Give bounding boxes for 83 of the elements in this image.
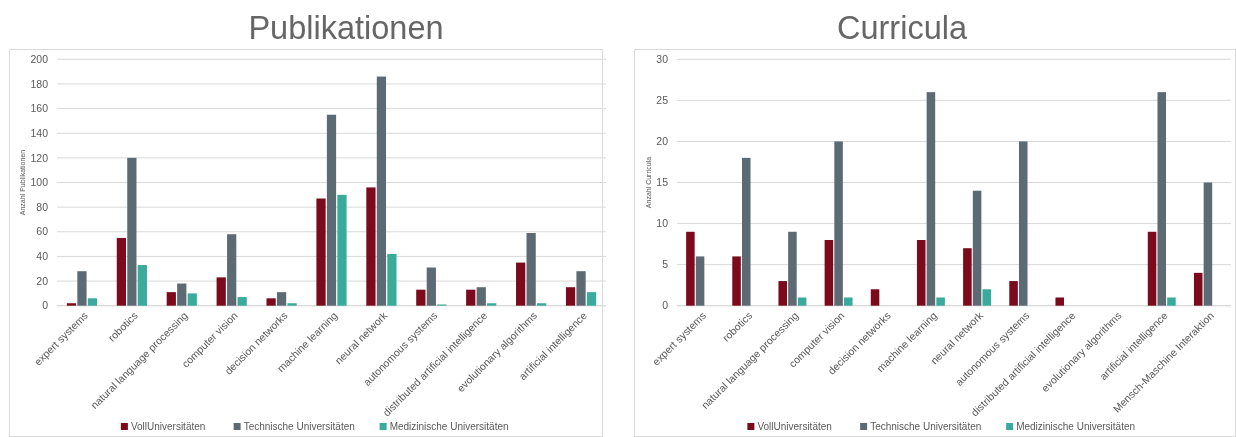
legend-label: Medizinische Universitäten — [1016, 421, 1136, 432]
bar — [576, 271, 586, 306]
bar — [916, 239, 926, 306]
bar — [834, 141, 843, 306]
y-tick-label: 15 — [656, 176, 669, 189]
y-tick-label: 140 — [30, 126, 49, 139]
bar — [266, 298, 276, 306]
bar — [66, 303, 77, 306]
bar — [1018, 141, 1028, 306]
bar — [227, 234, 237, 306]
bar — [526, 233, 536, 306]
bar — [982, 289, 992, 306]
y-tick-label: 20 — [36, 274, 49, 287]
bar — [387, 253, 397, 306]
bar — [963, 248, 972, 306]
y-tick-label: 80 — [36, 200, 49, 213]
bar — [778, 281, 787, 306]
bar — [824, 239, 834, 306]
bar — [237, 297, 247, 306]
bar — [137, 265, 147, 306]
y-tick-label: 10 — [656, 217, 669, 230]
bar — [565, 287, 576, 306]
bar — [487, 303, 497, 306]
bar — [1167, 297, 1176, 306]
legend-label: Technische Universitäten — [870, 421, 982, 432]
legend-label: VollUniversitäten — [757, 421, 832, 432]
bar — [476, 287, 486, 306]
bar — [177, 283, 187, 306]
legend-label: Medizinische Universitäten — [389, 421, 509, 432]
chart-title: Publikationen — [248, 10, 444, 46]
bar — [1193, 272, 1203, 306]
legend-label: VollUniversitäten — [130, 421, 206, 432]
y-tick-label: 200 — [30, 52, 49, 65]
bar — [426, 267, 436, 306]
bar — [127, 157, 137, 306]
bar — [936, 297, 945, 306]
legend-label: Technische Universitäten — [243, 421, 355, 432]
y-tick-label: 25 — [656, 94, 669, 107]
bar — [537, 303, 547, 306]
bar — [77, 271, 87, 306]
bar — [337, 194, 347, 306]
bar — [326, 114, 337, 306]
bar — [741, 157, 751, 306]
bar — [1157, 92, 1167, 306]
bar — [586, 292, 597, 306]
bar — [187, 293, 197, 306]
bar — [1203, 182, 1213, 306]
y-tick-label: 180 — [30, 77, 49, 90]
bar — [686, 231, 695, 306]
bar — [87, 298, 98, 306]
y-tick-label: 40 — [36, 250, 49, 263]
bar — [466, 289, 476, 306]
chart-title: Curricula — [836, 10, 968, 46]
bar — [695, 256, 705, 306]
y-tick-label: 160 — [30, 102, 49, 115]
bar — [1009, 281, 1018, 306]
bar — [216, 277, 226, 306]
bar — [797, 297, 807, 306]
bar — [316, 198, 326, 306]
bar — [732, 256, 741, 306]
y-tick-label: 120 — [30, 151, 49, 164]
bar — [416, 289, 426, 306]
bar — [844, 297, 853, 306]
y-tick-label: 60 — [36, 225, 49, 238]
bar — [788, 231, 797, 306]
bar — [972, 190, 982, 306]
y-tick-label: 5 — [662, 258, 669, 271]
bar — [116, 237, 126, 306]
bar — [287, 303, 297, 306]
bar — [1147, 231, 1157, 306]
y-tick-label: 100 — [30, 176, 49, 189]
bar — [376, 76, 387, 306]
bar — [166, 292, 176, 306]
y-tick-label: 0 — [662, 299, 669, 312]
bar — [926, 92, 936, 306]
bar — [366, 187, 376, 306]
bar — [276, 292, 287, 306]
y-tick-label: 0 — [42, 299, 49, 312]
y-tick-label: 20 — [656, 135, 669, 148]
y-tick-label: 30 — [656, 52, 669, 65]
bar — [516, 262, 526, 306]
bar — [870, 289, 880, 306]
bar — [1055, 297, 1064, 306]
